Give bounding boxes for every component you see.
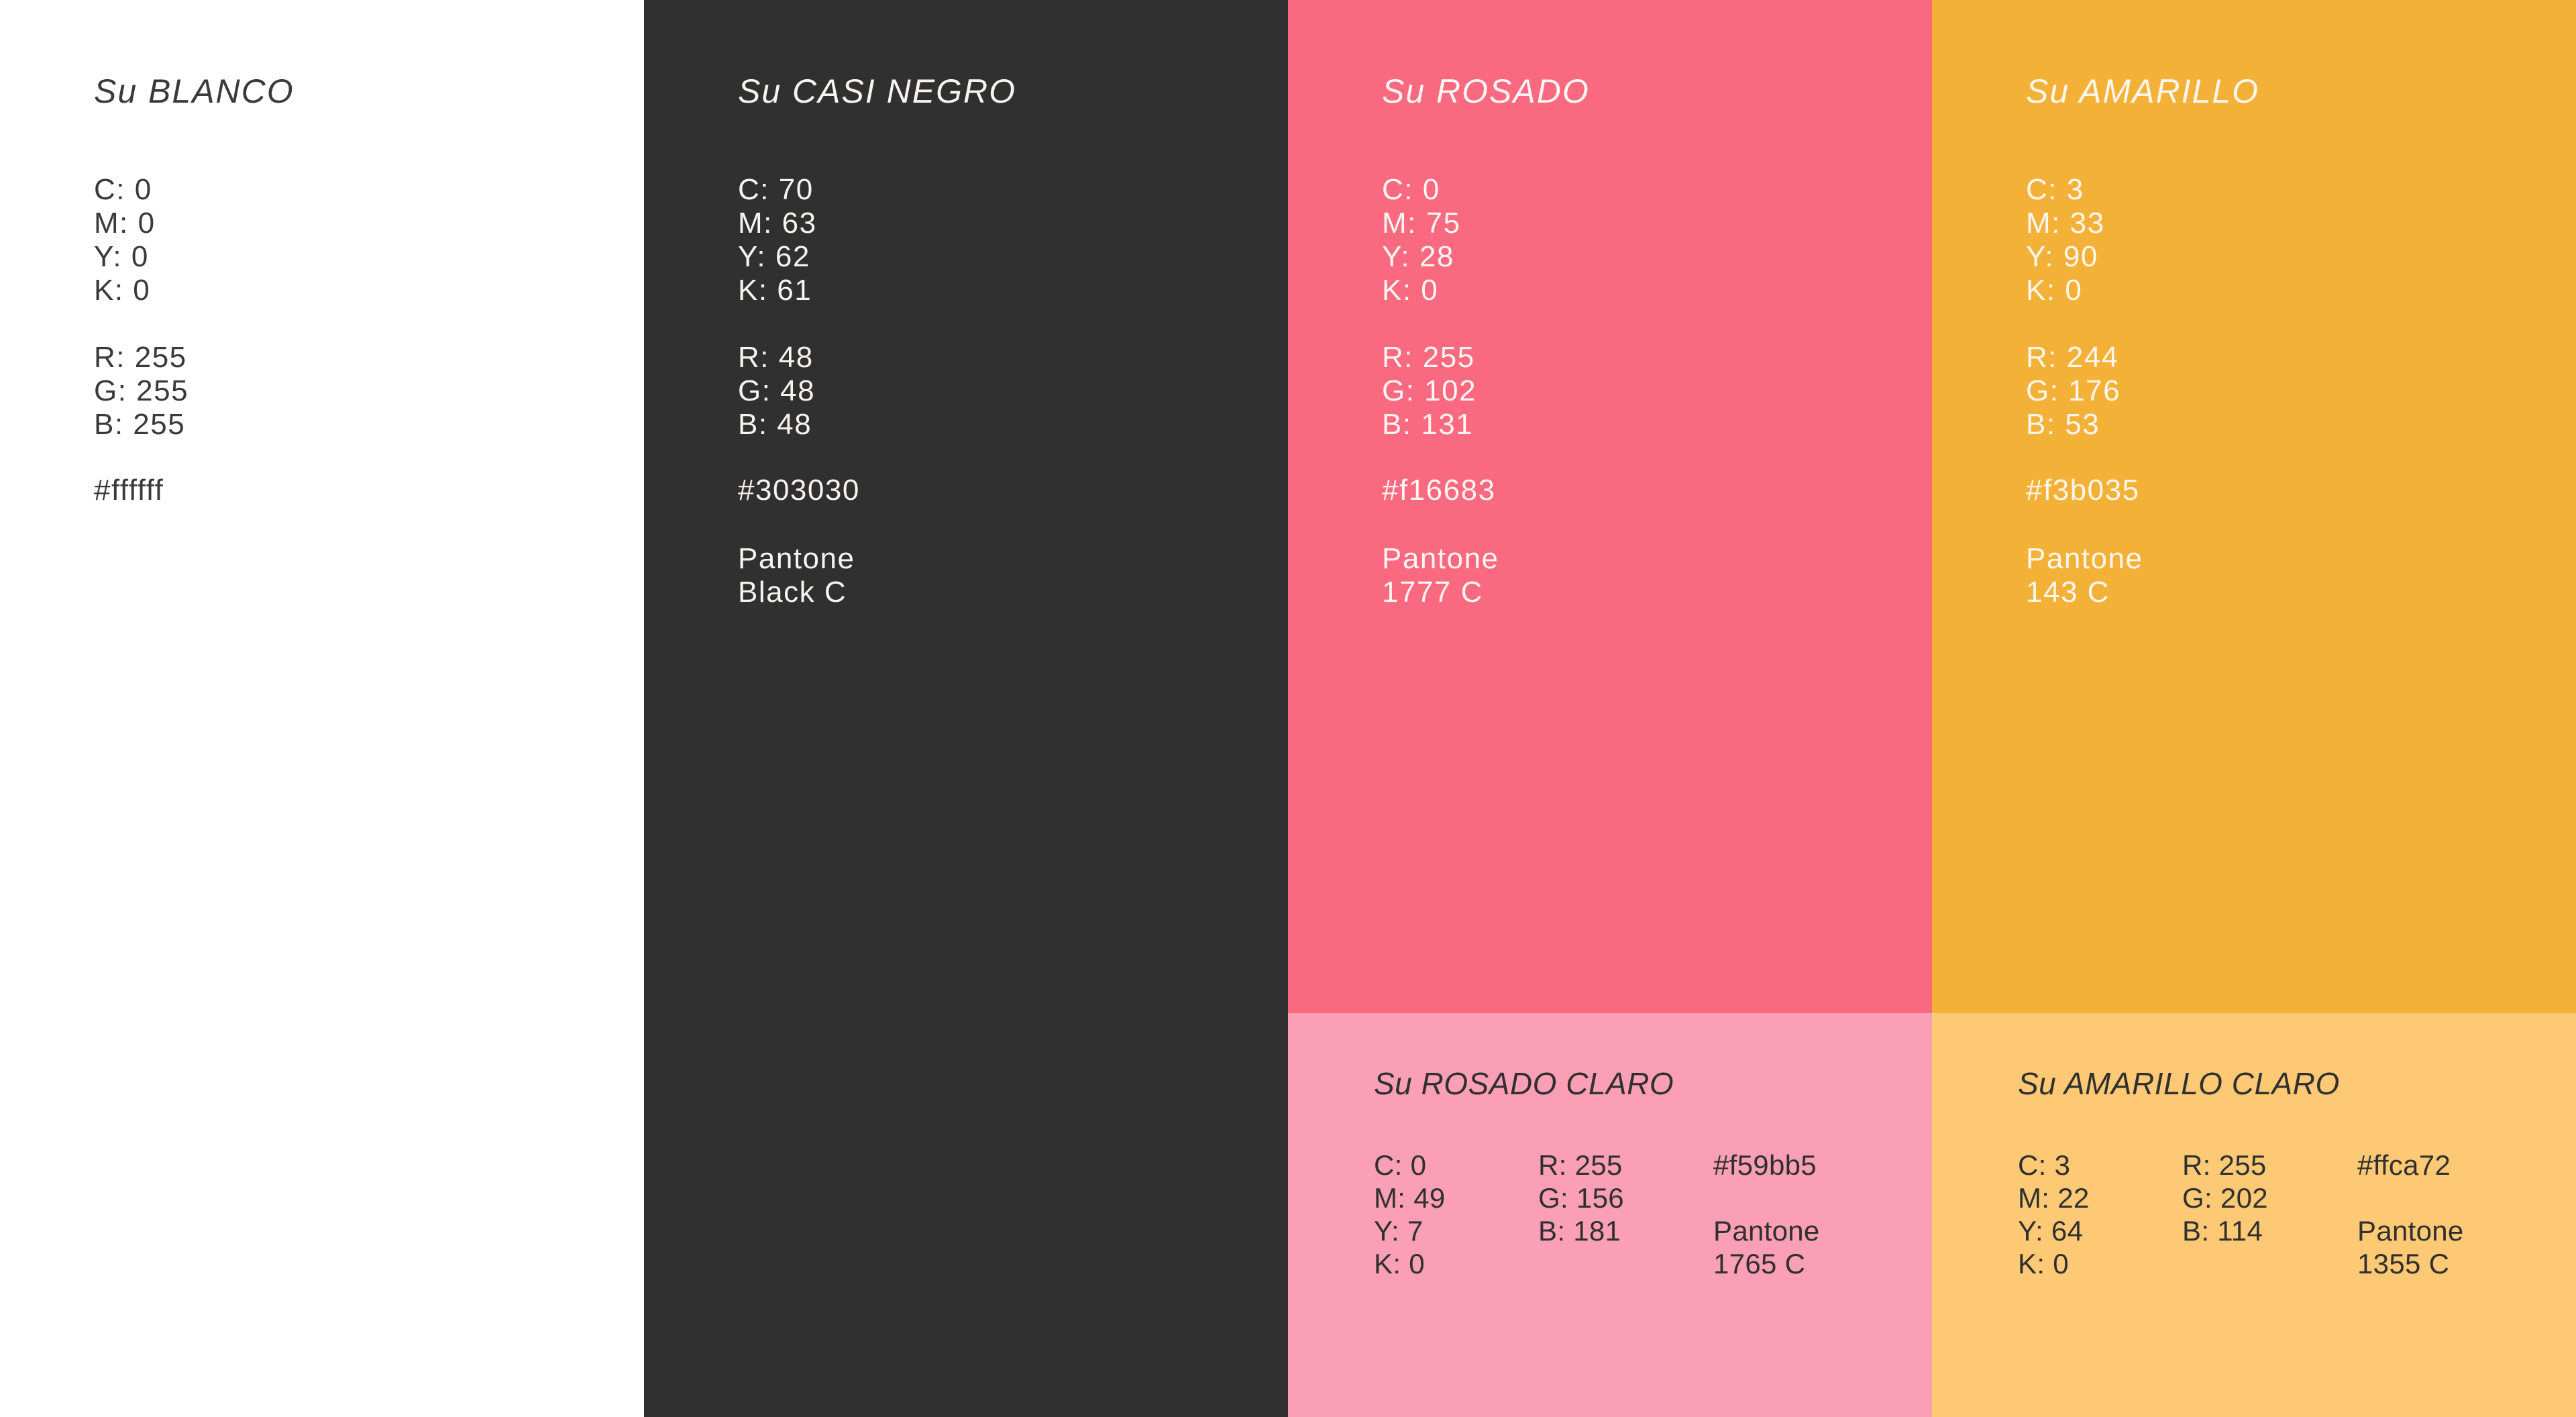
- rgb-values: R: 244 G: 176 B: 53: [2026, 341, 2542, 441]
- pantone-label: Pantone: [2357, 1215, 2464, 1247]
- hex-pantone-values: #ffca72 Pantone 1355 C: [2357, 1149, 2556, 1280]
- cmyk-values: C: 3 M: 33 Y: 90 K: 0: [2026, 173, 2542, 307]
- pantone-value: Pantone 143 C: [2026, 542, 2542, 609]
- cmyk-values: C: 0 M: 0 Y: 0 K: 0: [94, 173, 610, 307]
- cmyk-values: C: 0 M: 49 Y: 7 K: 0: [1374, 1149, 1538, 1280]
- rgb-g: G: 255: [94, 374, 189, 407]
- cmyk-c: C: 0: [1382, 173, 1440, 206]
- rgb-values: R: 255 G: 156 B: 181: [1538, 1149, 1713, 1280]
- swatch-title: Su ROSADO CLARO: [1374, 1066, 1674, 1101]
- rgb-g: G: 176: [2026, 374, 2121, 407]
- rgb-b: B: 181: [1538, 1215, 1621, 1247]
- pantone-label: Pantone: [1713, 1215, 1820, 1247]
- rgb-b: B: 131: [1382, 408, 1474, 441]
- hex-value: #ffffff: [94, 474, 164, 507]
- rgb-r: R: 255: [1538, 1149, 1623, 1181]
- pantone-value: Pantone 1765 C: [1713, 1214, 1912, 1280]
- hex-value: #f16683: [1382, 474, 1496, 507]
- cmyk-y: Y: 0: [94, 240, 149, 273]
- pantone-code: 1777 C: [1382, 576, 1483, 609]
- cmyk-m: M: 63: [738, 207, 817, 240]
- swatch-blanco: Su BLANCO C: 0 M: 0 Y: 0 K: 0 R: 255 G: …: [0, 0, 644, 1417]
- swatch-blanco-content: Su BLANCO C: 0 M: 0 Y: 0 K: 0 R: 255 G: …: [0, 0, 644, 507]
- rgb-r: R: 255: [2182, 1149, 2267, 1181]
- cmyk-y: Y: 7: [1374, 1215, 1424, 1247]
- cmyk-c: C: 3: [2026, 173, 2084, 206]
- pantone-code: 1765 C: [1713, 1248, 1806, 1279]
- cmyk-y: Y: 64: [2018, 1215, 2084, 1247]
- pantone-code: 143 C: [2026, 576, 2110, 609]
- cmyk-y: Y: 62: [738, 240, 810, 273]
- cmyk-k: K: 61: [738, 274, 812, 307]
- hex-value: #f3b035: [2026, 474, 2140, 507]
- swatch-spec-columns: C: 3 M: 22 Y: 64 K: 0 R: 255 G: 202 B: 1…: [2018, 1149, 2556, 1280]
- swatch-title: Su AMARILLO: [2026, 72, 2260, 110]
- swatch-rosado-content: Su ROSADO C: 0 M: 75 Y: 28 K: 0 R: 255 G…: [1288, 0, 1932, 609]
- rgb-g: G: 102: [1382, 374, 1477, 407]
- cmyk-k: K: 0: [2018, 1248, 2069, 1279]
- cmyk-m: M: 75: [1382, 207, 1461, 240]
- pantone-code: 1355 C: [2357, 1248, 2450, 1279]
- swatch-rosado-claro: Su ROSADO CLARO C: 0 M: 49 Y: 7 K: 0 R: …: [1288, 1013, 1932, 1417]
- hex-pantone-values: #f59bb5 Pantone 1765 C: [1713, 1149, 1912, 1280]
- swatch-spec-columns: C: 0 M: 49 Y: 7 K: 0 R: 255 G: 156 B: 18…: [1374, 1149, 1912, 1280]
- pantone-value: Pantone Black C: [738, 542, 1254, 609]
- cmyk-y: Y: 28: [1382, 240, 1454, 273]
- rgb-values: R: 255 G: 255 B: 255: [94, 341, 610, 441]
- cmyk-m: M: 22: [2018, 1182, 2090, 1214]
- cmyk-m: M: 0: [94, 207, 156, 240]
- hex-value: #303030: [738, 474, 860, 507]
- rgb-g: G: 48: [738, 374, 816, 407]
- rgb-values: R: 255 G: 102 B: 131: [1382, 341, 1898, 441]
- rgb-b: B: 114: [2182, 1215, 2263, 1247]
- cmyk-c: C: 70: [738, 173, 814, 206]
- cmyk-c: C: 3: [2018, 1149, 2071, 1181]
- cmyk-values: C: 70 M: 63 Y: 62 K: 61: [738, 173, 1254, 307]
- swatch-title: Su BLANCO: [94, 72, 294, 110]
- swatch-amarillo-content: Su AMARILLO C: 3 M: 33 Y: 90 K: 0 R: 244…: [1932, 0, 2576, 609]
- hex-value: #ffca72: [2357, 1149, 2451, 1181]
- cmyk-k: K: 0: [1374, 1248, 1425, 1279]
- pantone-label: Pantone: [2026, 542, 2143, 575]
- cmyk-y: Y: 90: [2026, 240, 2098, 273]
- cmyk-k: K: 0: [2026, 274, 2083, 307]
- hex-value: #f59bb5: [1713, 1149, 1817, 1181]
- cmyk-m: M: 33: [2026, 207, 2105, 240]
- rgb-r: R: 244: [2026, 341, 2119, 374]
- cmyk-k: K: 0: [1382, 274, 1439, 307]
- cmyk-c: C: 0: [94, 173, 152, 206]
- rgb-r: R: 255: [1382, 341, 1475, 374]
- cmyk-values: C: 3 M: 22 Y: 64 K: 0: [2018, 1149, 2182, 1280]
- pantone-label: Pantone: [738, 542, 855, 575]
- swatch-title: Su CASI NEGRO: [738, 72, 1016, 110]
- swatch-rosado-claro-content: Su ROSADO CLARO C: 0 M: 49 Y: 7 K: 0 R: …: [1288, 1013, 1932, 1280]
- rgb-g: G: 202: [2182, 1182, 2268, 1214]
- rgb-b: B: 53: [2026, 408, 2100, 441]
- rgb-values: R: 48 G: 48 B: 48: [738, 341, 1254, 441]
- cmyk-values: C: 0 M: 75 Y: 28 K: 0: [1382, 173, 1898, 307]
- cmyk-k: K: 0: [94, 274, 151, 307]
- rgb-b: B: 48: [738, 408, 812, 441]
- swatch-amarillo-claro-content: Su AMARILLO CLARO C: 3 M: 22 Y: 64 K: 0 …: [1932, 1013, 2576, 1280]
- swatch-amarillo-claro: Su AMARILLO CLARO C: 3 M: 22 Y: 64 K: 0 …: [1932, 1013, 2576, 1417]
- swatch-casi-negro: Su CASI NEGRO C: 70 M: 63 Y: 62 K: 61 R:…: [644, 0, 1288, 1417]
- pantone-value: Pantone 1777 C: [1382, 542, 1898, 609]
- rgb-b: B: 255: [94, 408, 186, 441]
- swatch-title: Su AMARILLO CLARO: [2018, 1066, 2340, 1101]
- swatch-casi-negro-content: Su CASI NEGRO C: 70 M: 63 Y: 62 K: 61 R:…: [644, 0, 1288, 609]
- pantone-code: Black C: [738, 576, 847, 609]
- cmyk-c: C: 0: [1374, 1149, 1427, 1181]
- cmyk-m: M: 49: [1374, 1182, 1446, 1214]
- swatch-title: Su ROSADO: [1382, 72, 1590, 110]
- rgb-r: R: 48: [738, 341, 814, 374]
- pantone-value: Pantone 1355 C: [2357, 1214, 2556, 1280]
- rgb-g: G: 156: [1538, 1182, 1624, 1214]
- rgb-values: R: 255 G: 202 B: 114: [2182, 1149, 2357, 1280]
- swatch-amarillo: Su AMARILLO C: 3 M: 33 Y: 90 K: 0 R: 244…: [1932, 0, 2576, 1013]
- pantone-label: Pantone: [1382, 542, 1499, 575]
- rgb-r: R: 255: [94, 341, 187, 374]
- swatch-rosado: Su ROSADO C: 0 M: 75 Y: 28 K: 0 R: 255 G…: [1288, 0, 1932, 1013]
